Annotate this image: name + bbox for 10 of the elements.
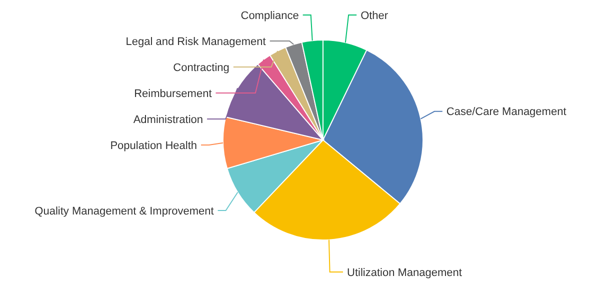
slice-label: Administration: [133, 114, 204, 126]
slice-label: Case/Care Management: [446, 106, 566, 118]
slice-label: Other: [360, 10, 388, 22]
slice-label: Quality Management & Improvement: [34, 205, 214, 218]
slice-label: Reimbursement: [134, 88, 212, 100]
slice-label: Legal and Risk Management: [126, 36, 266, 48]
slice-label: Contracting: [173, 62, 230, 74]
slice-label: Utilization Management: [347, 266, 462, 279]
slice-label: Population Health: [110, 140, 198, 152]
slice-label: Compliance: [240, 10, 299, 22]
